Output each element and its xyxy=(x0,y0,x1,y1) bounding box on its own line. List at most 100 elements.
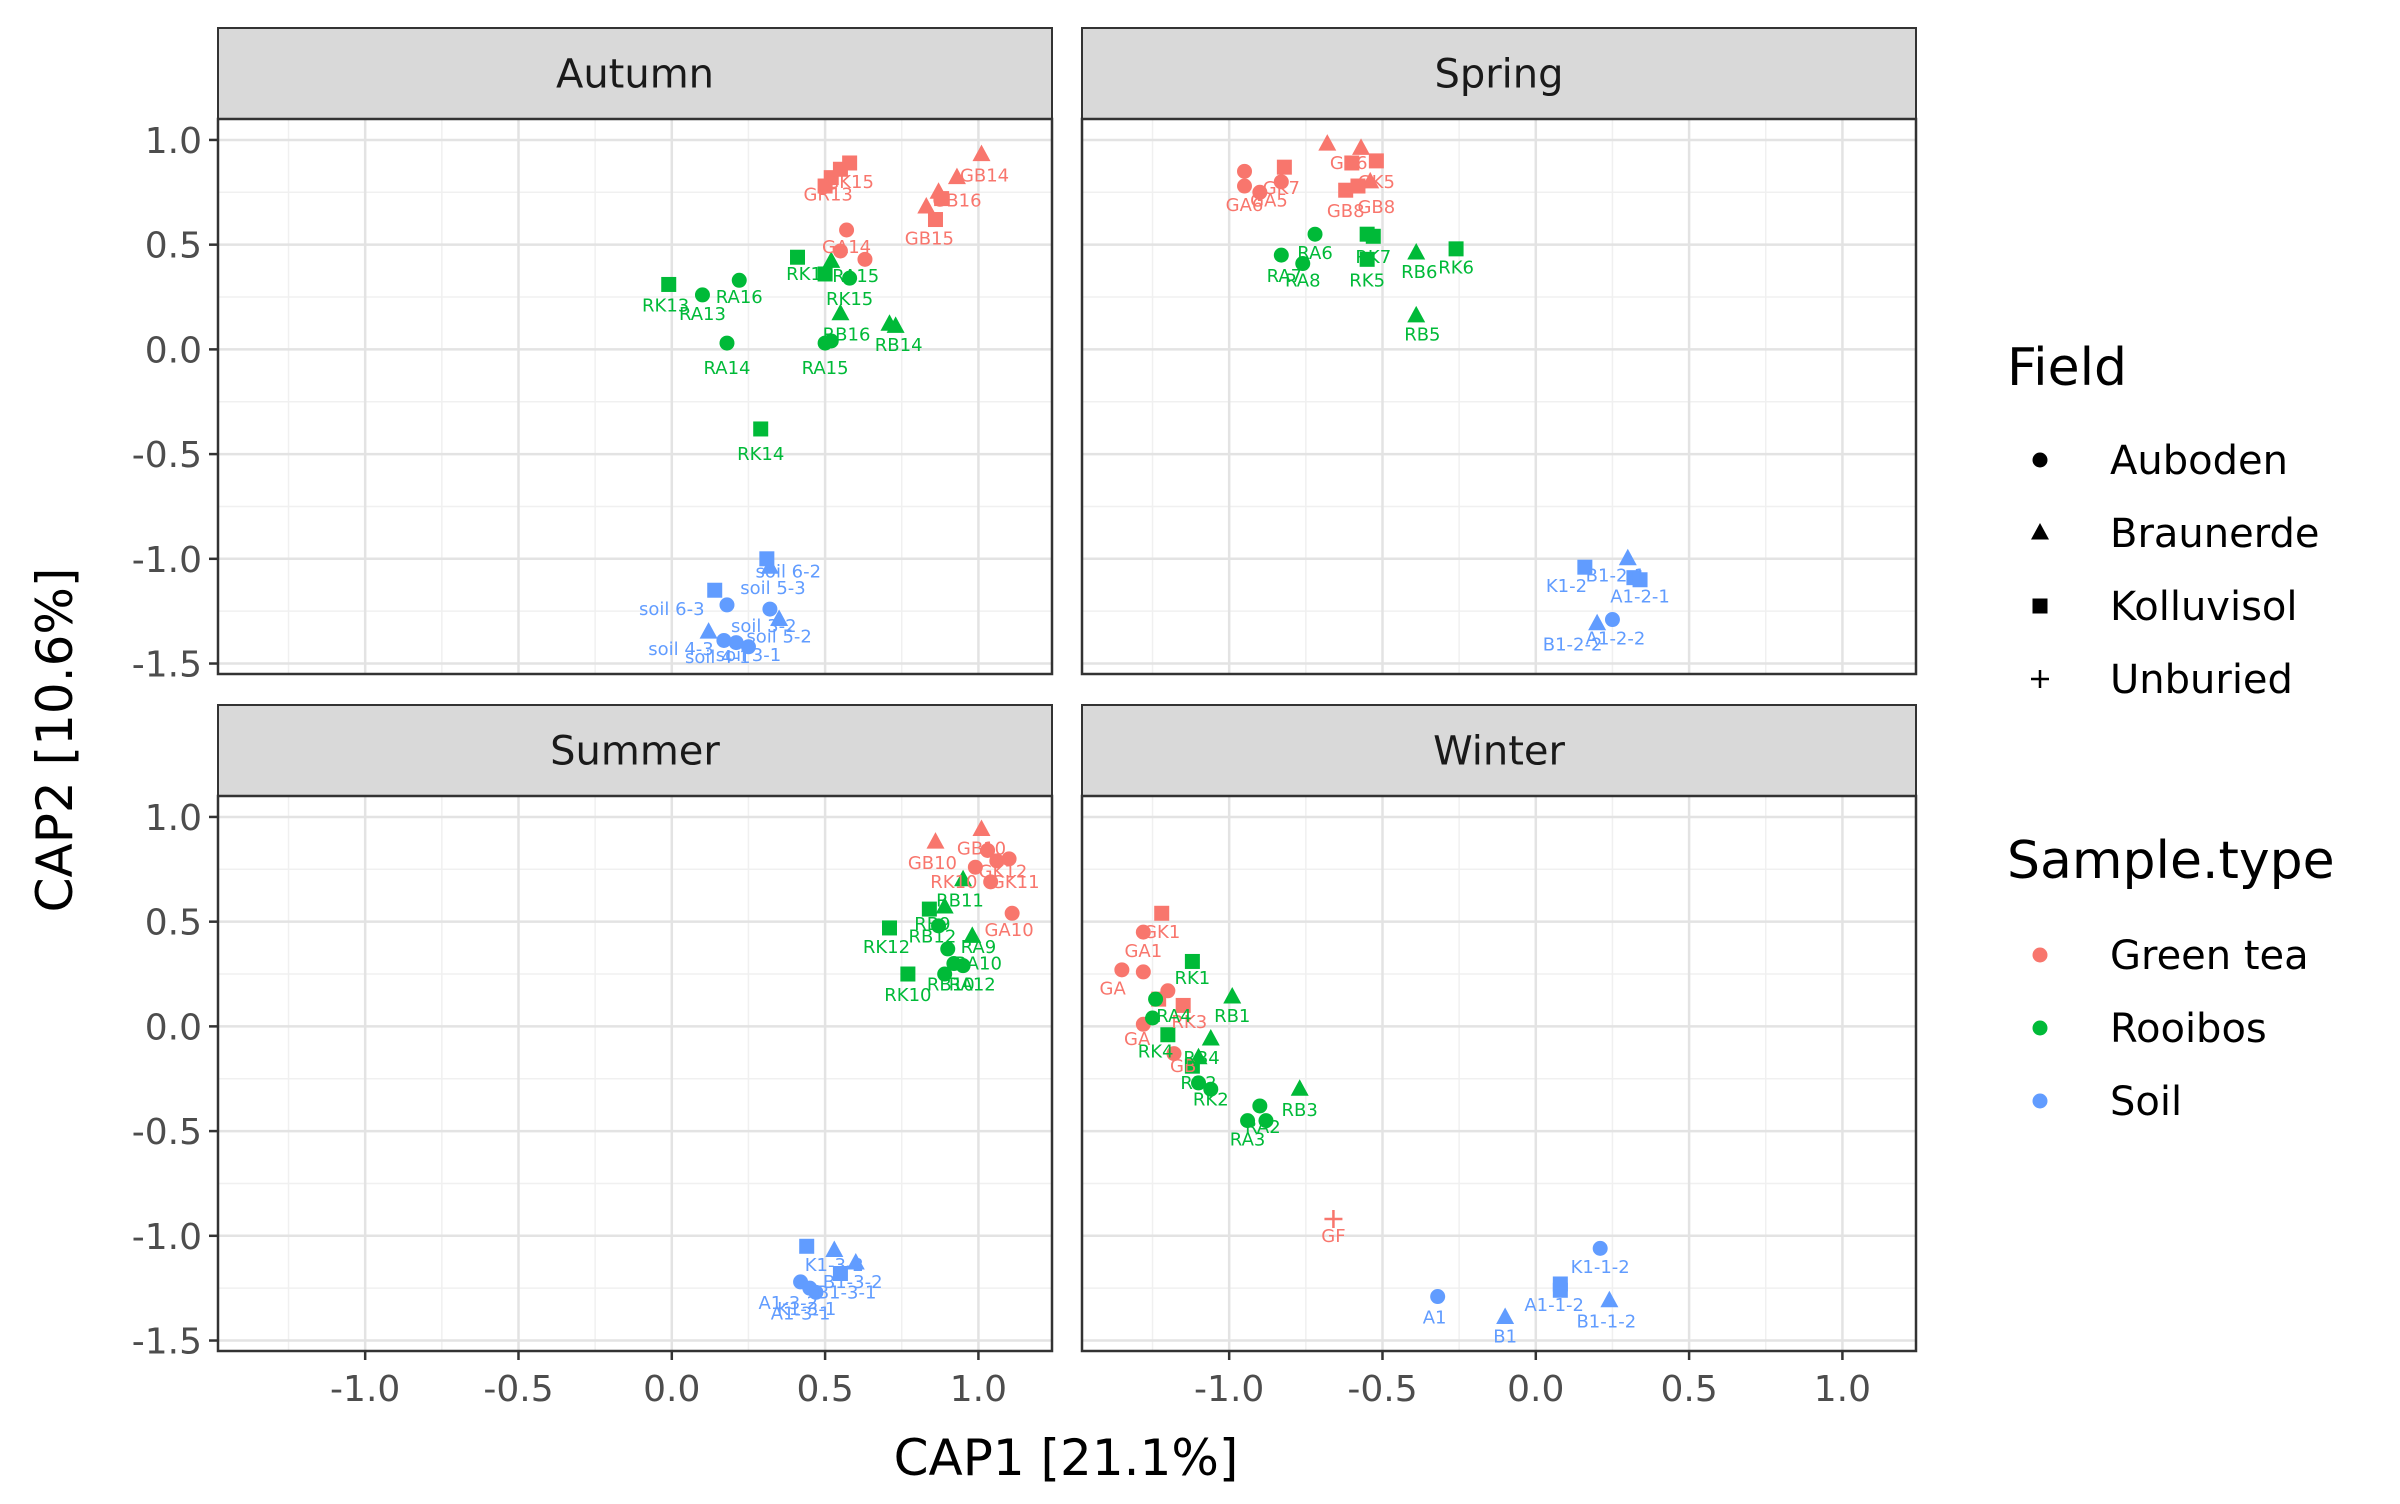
y-tick-label: 0.5 xyxy=(145,903,202,944)
point-label: RB3 xyxy=(1282,1100,1318,1121)
data-point xyxy=(1577,559,1593,575)
point-label: A1-3-2 xyxy=(758,1293,818,1314)
point-label: soil 5-3 xyxy=(740,578,806,599)
point-label: GB14 xyxy=(960,166,1009,187)
panel-title: Winter xyxy=(1433,729,1565,775)
point-label: soil 5-2 xyxy=(746,626,812,647)
point-label: RA3 xyxy=(1230,1129,1266,1150)
point-label: RB9 xyxy=(914,914,950,935)
y-tick-label: -1.0 xyxy=(132,1217,202,1258)
data-point xyxy=(1203,1081,1219,1097)
point-label: RK12 xyxy=(863,937,910,958)
point-label: A1-3-1 xyxy=(771,1303,831,1324)
x-tick-label: -0.5 xyxy=(483,1369,553,1410)
point-label: RA10 xyxy=(955,954,1002,975)
legend-key-auboden xyxy=(2032,452,2048,468)
point-label: GB16 xyxy=(932,191,981,212)
data-point xyxy=(1135,964,1151,980)
data-point xyxy=(917,196,936,214)
data-point xyxy=(931,918,947,934)
data-point xyxy=(1184,1058,1200,1074)
x-tick-label: 0.5 xyxy=(1660,1369,1717,1410)
data-point xyxy=(699,622,718,639)
data-point xyxy=(1290,1079,1309,1096)
point-label: RA16 xyxy=(716,287,763,308)
data-point xyxy=(1496,1307,1515,1324)
panel-background xyxy=(218,119,1052,674)
data-point xyxy=(1273,247,1289,263)
point-label: RA7 xyxy=(1267,266,1303,287)
data-point xyxy=(728,635,744,651)
point-label: RA2 xyxy=(1245,1117,1281,1138)
legend-key-kolluvisol xyxy=(2032,598,2048,614)
point-label: RA15 xyxy=(802,358,849,379)
point-label: soil 6-3 xyxy=(639,599,705,620)
data-point xyxy=(1273,174,1289,190)
point-label: GB xyxy=(1170,1056,1196,1077)
data-point xyxy=(927,212,943,228)
data-point xyxy=(989,853,1005,869)
data-point xyxy=(1001,851,1017,867)
point-label: soil 3-1 xyxy=(716,645,782,666)
data-point xyxy=(731,272,747,288)
data-point xyxy=(947,167,966,185)
legend-title-field: Field xyxy=(2007,338,2127,398)
y-tick-label: -1.5 xyxy=(132,645,202,686)
data-point xyxy=(661,276,677,292)
point-label: RA14 xyxy=(703,358,750,379)
point-label: RK16 xyxy=(786,264,833,285)
data-point xyxy=(937,966,953,982)
point-label: RA6 xyxy=(1297,243,1333,264)
point-label: GK1 xyxy=(1143,922,1180,943)
data-point xyxy=(935,897,954,914)
point-label: B1 xyxy=(1493,1326,1517,1347)
point-label: soil 6-2 xyxy=(756,561,822,582)
data-point xyxy=(1145,1010,1161,1026)
data-point xyxy=(1407,243,1426,260)
data-point xyxy=(1237,163,1253,179)
point-label: RB6 xyxy=(1401,262,1437,283)
point-label: GB15 xyxy=(905,228,954,249)
point-label: RK7 xyxy=(1355,247,1391,268)
data-point xyxy=(1258,1113,1274,1129)
data-point xyxy=(1295,256,1311,272)
point-label: GK11 xyxy=(991,872,1040,893)
data-point xyxy=(934,191,950,207)
data-point xyxy=(972,819,991,837)
point-label: GK5 xyxy=(1358,172,1395,193)
y-tick-label: 0.5 xyxy=(145,226,202,267)
x-axis-title: CAP1 [21.1%] xyxy=(894,1429,1239,1487)
legend-label-green-tea: Green tea xyxy=(2110,933,2309,979)
point-label: soil 3-2 xyxy=(731,616,797,637)
data-point xyxy=(825,1240,844,1257)
data-point xyxy=(1184,953,1200,969)
data-point xyxy=(1618,548,1637,566)
x-tick-label: 0.5 xyxy=(796,1369,853,1410)
point-label: GB8 xyxy=(1357,197,1395,218)
data-point xyxy=(1166,1046,1182,1062)
point-label: RB5 xyxy=(1404,325,1440,346)
x-tick-label: -1.0 xyxy=(330,1369,400,1410)
data-point xyxy=(983,874,999,890)
data-point xyxy=(1276,159,1292,175)
point-label: RK10 xyxy=(930,872,977,893)
point-label: GK12 xyxy=(979,861,1028,882)
point-label: RB11 xyxy=(936,891,984,912)
data-point xyxy=(1365,228,1381,244)
point-label: K1-1-2 xyxy=(1571,1257,1630,1278)
data-point xyxy=(900,966,916,982)
data-point xyxy=(1240,1113,1256,1129)
point-label: GA6 xyxy=(1226,195,1264,216)
point-label: RK15 xyxy=(826,289,873,310)
panel-background xyxy=(1082,796,1916,1351)
panel-background xyxy=(218,796,1052,1351)
data-point xyxy=(1004,905,1020,921)
data-point xyxy=(1154,905,1170,921)
point-label: B1-3-2 xyxy=(823,1272,883,1293)
y-axis-title: CAP2 [10.6%] xyxy=(26,568,84,913)
x-tick-label: 1.0 xyxy=(950,1369,1007,1410)
point-label: RK14 xyxy=(737,444,784,465)
